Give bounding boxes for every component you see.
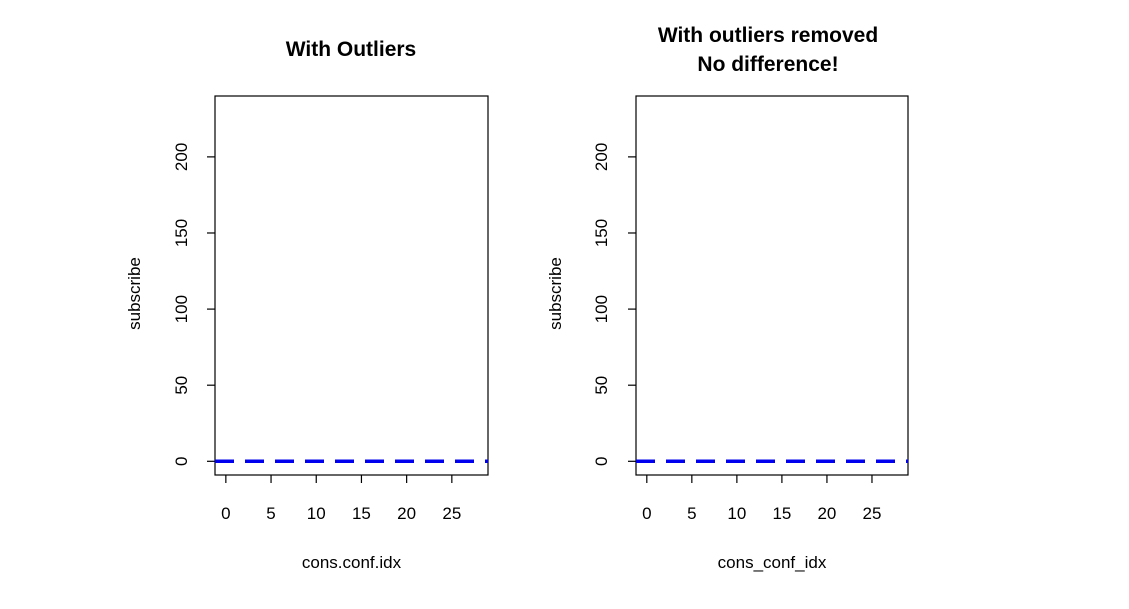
y-tick-label: 200 — [172, 143, 191, 171]
x-tick-label: 15 — [352, 504, 371, 523]
y-axis-label: subscribe — [125, 257, 144, 330]
x-tick-label: 20 — [817, 504, 836, 523]
x-tick-label: 5 — [687, 504, 696, 523]
x-tick-label: 0 — [221, 504, 230, 523]
x-tick-label: 0 — [642, 504, 651, 523]
y-tick-label: 50 — [592, 376, 611, 395]
chart-title: No difference! — [697, 53, 838, 76]
x-tick-label: 10 — [727, 504, 746, 523]
x-tick-label: 15 — [772, 504, 791, 523]
plot-frame — [635, 95, 909, 476]
x-tick-label: 25 — [442, 504, 461, 523]
y-tick-label: 150 — [172, 219, 191, 247]
plot-frame — [214, 95, 489, 476]
x-tick-label: 25 — [863, 504, 882, 523]
y-tick-label: 0 — [172, 457, 191, 466]
y-tick-label: 100 — [172, 295, 191, 323]
y-tick-label: 100 — [592, 295, 611, 323]
y-tick-label: 150 — [592, 219, 611, 247]
chart-title: With Outliers — [286, 38, 416, 61]
x-axis-label: cons_conf_idx — [718, 553, 827, 572]
x-axis-label: cons.conf.idx — [302, 553, 402, 572]
y-tick-label: 50 — [172, 376, 191, 395]
x-tick-label: 5 — [266, 504, 275, 523]
chart-title: With outliers removed — [658, 24, 878, 47]
y-axis-label: subscribe — [546, 257, 565, 330]
y-tick-label: 200 — [592, 143, 611, 171]
chart-panel-1: With Outliers 0 50 100 150 200 0 5 10 15 20 25 cons.… — [125, 38, 489, 572]
x-tick-label: 10 — [307, 504, 326, 523]
y-tick-label: 0 — [592, 457, 611, 466]
x-tick-label: 20 — [397, 504, 416, 523]
